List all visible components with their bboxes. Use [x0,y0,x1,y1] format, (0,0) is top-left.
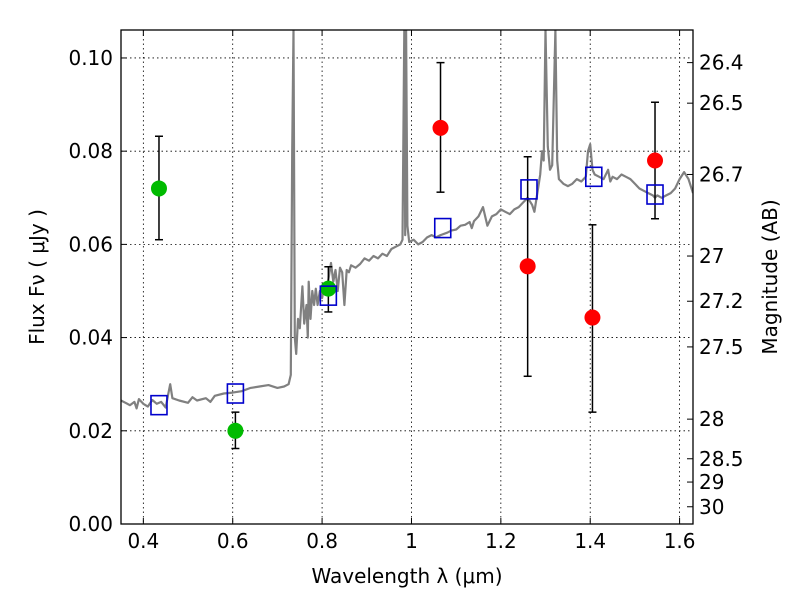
y-tick-label: 0.10 [68,46,113,70]
photometry-point [647,152,664,169]
y-tick-label: 0.04 [68,326,113,350]
spectrum-layer [121,30,693,410]
model-flux-square [319,285,338,306]
y-tick-label: 0.00 [68,512,113,536]
spectrum-line [121,30,693,410]
model-flux-square [584,166,603,188]
x-tick-label: 0.4 [127,529,159,553]
axis-ticks: 0.4 0.6 0.8 1 1.2 1.4 1.6 0.00 0.02 0.04 0.06 0.08 0… [68,30,744,553]
x-tick-label: 0.8 [306,529,338,553]
y-axis-label: Flux Fν ( μJy ) [25,209,49,345]
y-tick-label: 0.06 [68,232,113,256]
y2-tick-label: 26.4 [699,51,744,75]
x-tick-label: 0.6 [217,529,249,553]
model-flux-square [520,179,538,200]
y2-tick-label: 27 [699,244,724,268]
y2-tick-label: 27.5 [699,335,744,359]
y2-tick-label: 30 [699,495,724,519]
model-flux-square [150,394,168,416]
x-tick-label: 1.6 [664,529,696,553]
photometry-point [432,119,449,136]
x-tick-label: 1.2 [485,529,517,553]
y2-tick-label: 26.5 [699,91,744,115]
y2-tick-label: 26.7 [699,162,744,186]
photometry-point [150,180,167,197]
y2-tick-label: 29 [699,470,724,494]
x-tick-label: 1 [405,529,418,553]
photometry-point [320,280,337,297]
plot-frame [120,29,694,525]
y-tick-label: 0.08 [68,139,113,163]
y2-tick-label: 27.2 [699,289,744,313]
model-flux-square [226,383,245,404]
x-tick-label: 1.4 [574,529,606,553]
marker-layer [150,119,664,439]
x-axis-label: Wavelength λ (μm) [311,564,502,588]
model-flux-square [646,184,664,205]
y2-tick-label: 28 [699,407,724,431]
photometry-point [227,422,244,439]
model-flux-square [433,217,452,239]
photometry-point [584,309,601,326]
y2-tick-label: 28.5 [699,447,744,471]
photometry-point [519,258,536,275]
y-tick-label: 0.02 [68,419,113,443]
y2-axis-label: Magnitude (AB) [758,199,782,354]
